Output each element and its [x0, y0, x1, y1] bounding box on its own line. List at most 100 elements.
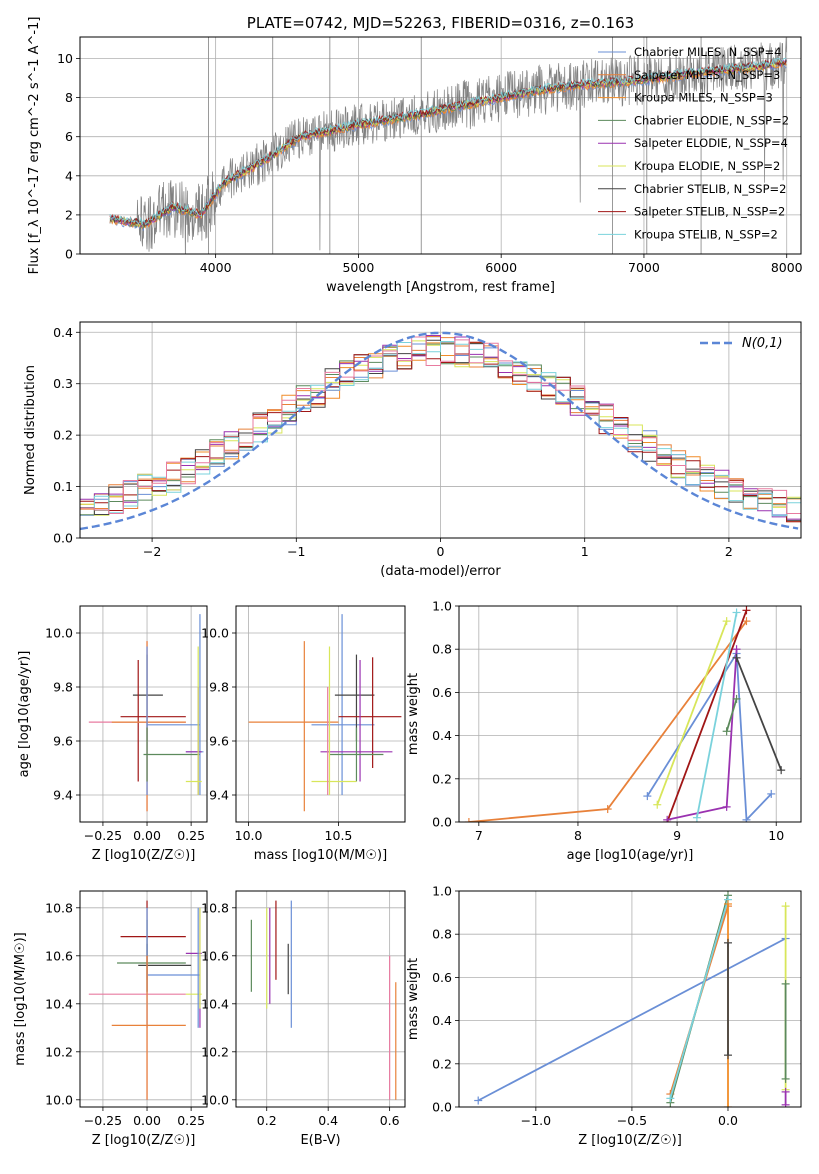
x-tick-label: 7 [475, 828, 483, 843]
data-point [120, 660, 186, 782]
gridlines [80, 891, 207, 1107]
series-marker [732, 608, 741, 617]
x-tick-label: 0.0 [718, 1113, 738, 1128]
normal-reference-curve [80, 331, 799, 531]
data-point [248, 641, 339, 812]
series-marker [643, 792, 652, 801]
y-tick-label: 0.2 [432, 1056, 452, 1071]
y-tick-label: 10 [57, 51, 73, 66]
y-tick-label: 10.4 [201, 996, 229, 1011]
data-point [185, 614, 204, 795]
y-tick-label: 0.2 [432, 771, 452, 786]
series-line [735, 657, 783, 771]
legend-label: Chabrier ELODIE, N_SSP=2 [634, 113, 789, 127]
y-tick-label: 0.2 [53, 428, 73, 443]
x-axis-label: wavelength [Angstrom, rest frame] [326, 280, 555, 295]
y-tick-label: 0 [65, 247, 73, 262]
x-tick-label: 5000 [342, 260, 374, 275]
gridlines [236, 891, 405, 1107]
plot-area [464, 606, 786, 822]
y-tick-label: 1.0 [432, 884, 452, 899]
data-point [334, 654, 375, 741]
plot-area [88, 900, 202, 1100]
x-tick-label: −1.0 [521, 1113, 551, 1128]
legend: Chabrier MILES, N_SSP=4 Salpeter MILES, N… [598, 45, 789, 241]
x-tick-label: 10 [768, 828, 784, 843]
y-tick-label: 9.6 [209, 734, 229, 749]
plot-area [88, 614, 204, 812]
x-tick-label: 10.0 [235, 828, 263, 843]
series-marker [781, 1074, 790, 1083]
series-marker [732, 653, 741, 662]
panel-4: 7 8 9 10 0.0 0.2 0.4 0.6 0.8 1.0 age [log10(age/yr… [406, 599, 802, 863]
x-axis-label: Z [log10(Z/Z☉)] [578, 1133, 682, 1148]
data-point [185, 907, 202, 1028]
y-tick-label: 6 [65, 129, 73, 144]
legend-label: Salpeter ELODIE, N_SSP=4 [634, 136, 788, 150]
data-point [111, 641, 186, 812]
axes-frame [79, 890, 208, 1108]
series-marker [781, 902, 790, 911]
y-tick-label: 0.0 [432, 1100, 452, 1115]
axes-frame [458, 890, 802, 1108]
series-marker [474, 1096, 483, 1105]
axes-frame [235, 890, 406, 1108]
series-marker [781, 1087, 790, 1096]
series-marker [767, 789, 776, 798]
series-line [656, 620, 728, 806]
y-tick-label: 10.8 [45, 900, 73, 915]
x-tick-label: −0.5 [617, 1113, 647, 1128]
panel-2: −0.25 0.00 0.25 9.4 9.6 9.8 10.0 Z [log10(Z/Z☉)… [17, 605, 208, 863]
series-line [725, 698, 738, 732]
x-tick-label: 2 [725, 544, 733, 559]
x-tick-label: 9 [673, 828, 681, 843]
histogram-steps [80, 341, 801, 517]
series-marker [723, 1103, 732, 1107]
x-axis-label: E(B-V) [300, 1133, 340, 1148]
plot-area [250, 900, 397, 1100]
series-marker [722, 727, 731, 736]
data-point [329, 727, 384, 782]
y-tick-label: 0.4 [432, 1013, 452, 1028]
plot-area [80, 331, 801, 531]
x-tick-label: 0.00 [133, 828, 161, 843]
y-axis-label: Normed distribution [23, 365, 38, 495]
y-tick-label: 0.8 [432, 642, 452, 657]
x-tick-label: 0.2 [257, 1113, 277, 1128]
legend-label: Kroupa MILES, N_SSP=3 [634, 91, 773, 105]
y-tick-label: 10.6 [201, 948, 229, 963]
legend-label: Kroupa ELODIE, N_SSP=2 [634, 159, 780, 173]
x-tick-label: 0.4 [318, 1113, 338, 1128]
series-marker [723, 938, 732, 947]
x-tick-label: 0 [437, 544, 445, 559]
y-tick-label: 10.0 [45, 626, 73, 641]
y-tick-label: 4 [65, 168, 73, 183]
series-marker [742, 815, 751, 822]
series-marker [781, 979, 790, 988]
y-tick-label: 10.0 [201, 1092, 229, 1107]
chart-title: PLATE=0742, MJD=52263, FIBERID=0316, z=0… [247, 14, 634, 32]
x-tick-label: 7000 [628, 260, 660, 275]
data-point [311, 646, 357, 795]
y-axis-label: mass weight [406, 958, 421, 1040]
x-tick-label: 6000 [485, 260, 517, 275]
y-axis-label: mass weight [406, 673, 421, 755]
panel-3: 10.0 10.5 9.4 9.6 9.8 10.0 mass [log10(M/M☉)] [201, 605, 406, 863]
y-tick-label: 2 [65, 207, 73, 222]
x-tick-label: −0.25 [84, 828, 122, 843]
x-tick-label: 0.6 [380, 1113, 400, 1128]
x-tick-label: 0.25 [177, 1113, 205, 1128]
panel-0: 4000 5000 6000 7000 8000 0 2 4 6 8 10 wavelength [A… [27, 17, 803, 295]
x-tick-label: 10.5 [325, 828, 353, 843]
y-tick-label: 9.4 [209, 788, 229, 803]
y-tick-label: 0.0 [432, 815, 452, 830]
y-tick-label: 0.6 [432, 685, 452, 700]
data-point [111, 955, 186, 1100]
legend-label: Chabrier STELIB, N_SSP=2 [634, 182, 786, 196]
axes-frame [235, 605, 406, 823]
y-axis-label: Flux [f_λ 10^-17 erg cm^-2 s^-1 A^-1] [27, 17, 42, 275]
series-line [666, 609, 748, 822]
panel-1: −2 −1 0 1 2 0.0 0.1 0.2 0.3 0.4 (data-model)/error… [23, 321, 802, 579]
x-axis-label: Z [log10(Z/Z☉)] [92, 1133, 196, 1148]
series-marker [722, 802, 731, 811]
